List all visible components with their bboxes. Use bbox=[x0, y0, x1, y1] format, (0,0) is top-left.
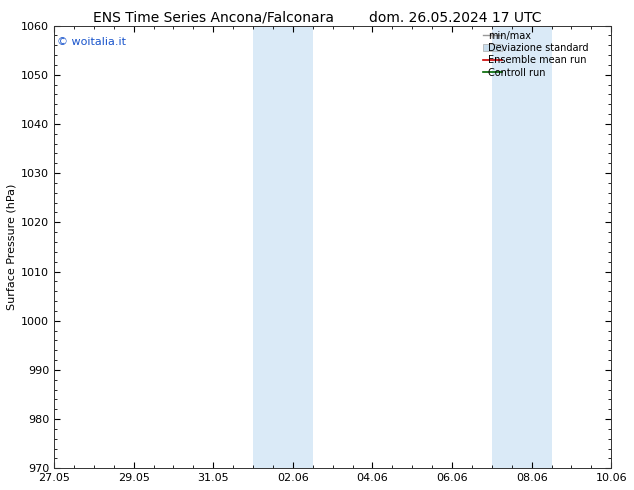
Legend: min/max, Deviazione standard, Ensemble mean run, Controll run: min/max, Deviazione standard, Ensemble m… bbox=[481, 28, 609, 80]
Bar bbox=[253, 25, 313, 468]
Bar bbox=[492, 25, 552, 468]
Text: © woitalia.it: © woitalia.it bbox=[57, 37, 126, 47]
Text: ENS Time Series Ancona/Falconara        dom. 26.05.2024 17 UTC: ENS Time Series Ancona/Falconara dom. 26… bbox=[93, 11, 541, 25]
Y-axis label: Surface Pressure (hPa): Surface Pressure (hPa) bbox=[7, 184, 17, 310]
